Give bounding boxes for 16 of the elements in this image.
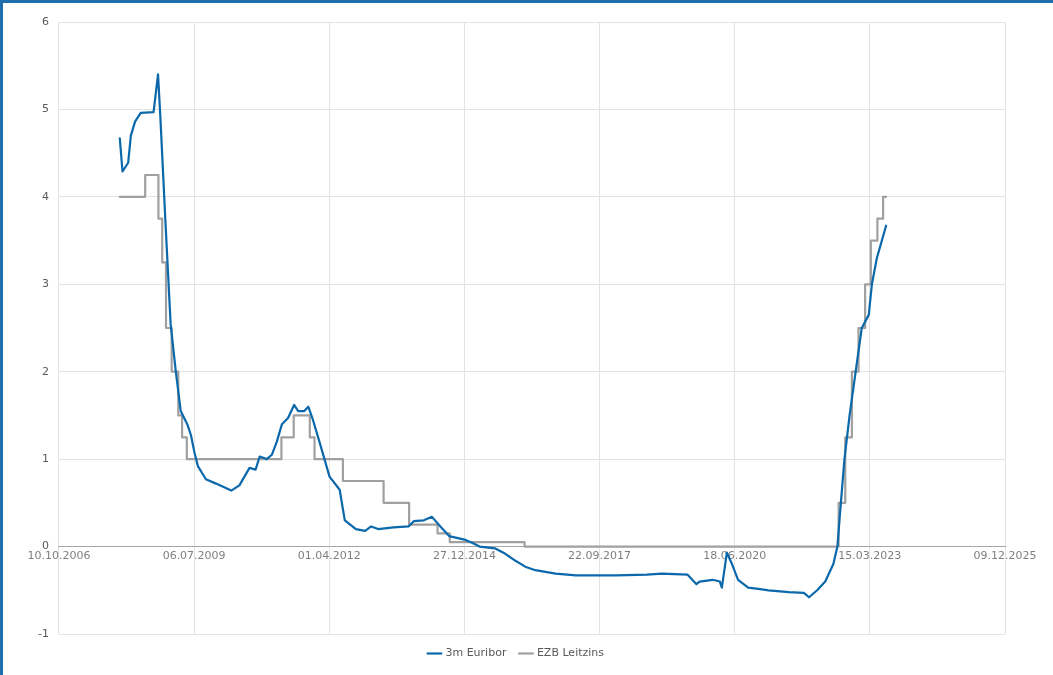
y-tick-label: -1 xyxy=(38,626,49,640)
x-tick-label: 01.04.2012 xyxy=(297,549,361,563)
x-tick-label: 06.07.2009 xyxy=(162,549,226,563)
y-tick-label: 4 xyxy=(41,189,49,203)
y-tick-label: 6 xyxy=(41,14,49,28)
x-tick-label: 10.10.2006 xyxy=(27,549,91,563)
y-tick-label: 1 xyxy=(41,452,49,465)
legend-label: EZB Leitzins xyxy=(536,646,605,660)
x-tick-label: 27.12.2014 xyxy=(432,549,496,563)
legend-label: 3m Euribor xyxy=(445,646,507,660)
x-tick-label: 15.03.2023 xyxy=(838,549,902,563)
y-tick-label: 3 xyxy=(41,277,49,291)
y-tick-label: 5 xyxy=(41,102,49,116)
x-tick-label: 09.12.2025 xyxy=(973,549,1037,563)
x-tick-label: 22.09.2017 xyxy=(568,549,632,563)
y-tick-label: 2 xyxy=(41,364,49,378)
